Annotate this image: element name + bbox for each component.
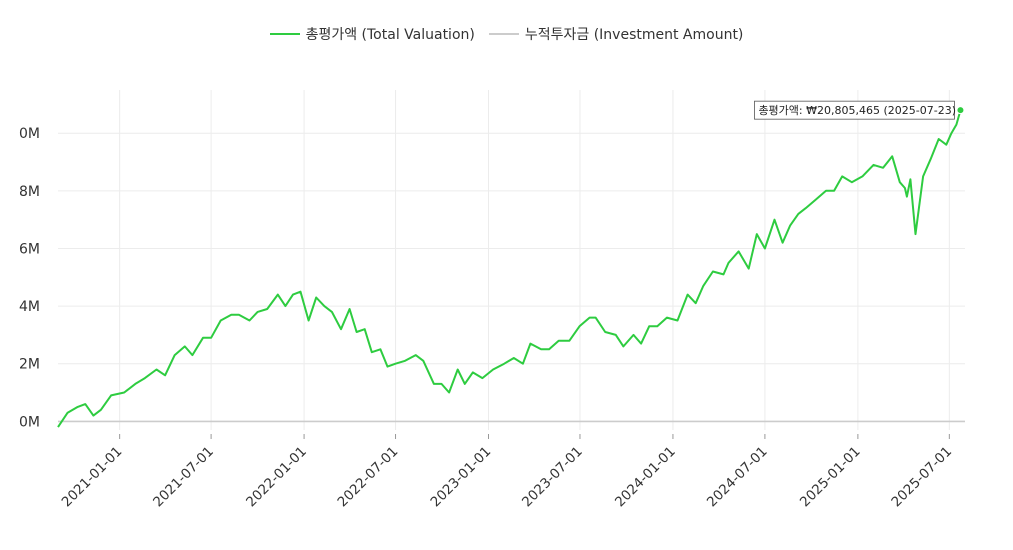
legend-item-total-valuation[interactable]: 총평가액 (Total Valuation) bbox=[269, 24, 475, 44]
y-tick-label: 0M bbox=[19, 414, 40, 430]
legend-label-investment-amount: 누적투자금 (Investment Amount) bbox=[524, 27, 744, 43]
x-tick-label: 2025-07-01 bbox=[888, 444, 955, 511]
legend-swatch-total-valuation bbox=[269, 33, 300, 35]
legend-item-investment-amount[interactable]: 누적투자금 (Investment Amount) bbox=[488, 24, 744, 44]
chart-series bbox=[57, 106, 965, 428]
legend-swatch-investment-amount bbox=[488, 33, 519, 35]
y-axis: 0M 2M 4M 6M 8M 0M bbox=[19, 126, 40, 430]
series-line-total-valuation bbox=[57, 109, 962, 428]
x-tick-label: 2022-01-01 bbox=[243, 444, 310, 511]
x-tick-label: 2024-01-01 bbox=[612, 444, 679, 511]
data-tooltip: 총평가액: ₩20,805,465 (2025-07-23) bbox=[754, 100, 956, 120]
tooltip-box bbox=[754, 100, 955, 120]
y-tick-label: 6M bbox=[19, 241, 40, 257]
chart-legend: 총평가액 (Total Valuation) 누적투자금 (Investment… bbox=[0, 24, 1013, 44]
x-tick-label: 2025-01-01 bbox=[797, 444, 864, 511]
x-axis: 2021-01-01 2021-07-01 2022-01-01 2022-07-01… bbox=[59, 434, 955, 510]
x-tick-label: 2022-07-01 bbox=[335, 444, 402, 511]
y-tick-label: 4M bbox=[19, 299, 40, 315]
x-tick-label: 2023-01-01 bbox=[428, 444, 495, 511]
chart-grid bbox=[58, 90, 965, 430]
legend-label-total-valuation: 총평가액 (Total Valuation) bbox=[305, 27, 475, 43]
x-tick-label: 2023-07-01 bbox=[519, 444, 586, 511]
x-tick-label: 2021-07-01 bbox=[150, 444, 217, 511]
tooltip-text: 총평가액: ₩20,805,465 (2025-07-23) bbox=[758, 104, 956, 117]
last-point-marker bbox=[956, 106, 965, 115]
y-tick-label: 2M bbox=[19, 357, 40, 373]
x-tick-label: 2024-07-01 bbox=[704, 444, 771, 511]
x-tick-label: 2021-01-01 bbox=[59, 444, 126, 511]
y-tick-label: 0M bbox=[19, 126, 40, 142]
y-tick-label: 8M bbox=[19, 184, 40, 200]
